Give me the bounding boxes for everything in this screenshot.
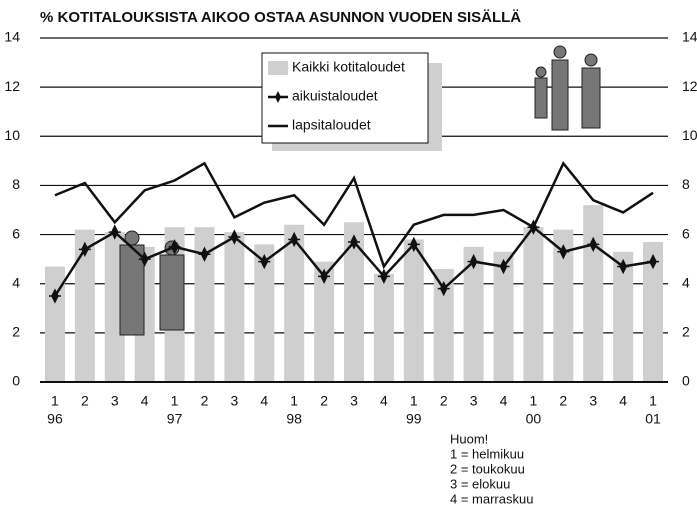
marker — [108, 224, 121, 240]
x-year-label: 00 — [526, 411, 542, 427]
x-year-label: 97 — [167, 411, 183, 427]
x-tick-label: 3 — [350, 393, 358, 409]
marker — [48, 288, 61, 304]
x-year-label: 01 — [645, 411, 661, 427]
x-tick-label: 1 — [410, 393, 418, 409]
y-tick-label: 14 — [4, 29, 20, 45]
marker — [288, 231, 301, 248]
bar — [194, 227, 215, 382]
x-tick-label: 1 — [290, 393, 298, 409]
x-year-label: 99 — [406, 411, 422, 427]
legend-label: aikuistaloudet — [292, 88, 378, 104]
marker — [617, 258, 630, 275]
marker — [647, 253, 660, 270]
legend-label: Kaikki kotitaloudet — [292, 59, 405, 75]
note: Huom! — [450, 431, 488, 446]
note: 2 = toukokuu — [450, 461, 525, 476]
bar — [74, 229, 95, 382]
bar — [254, 244, 275, 382]
bar — [373, 273, 394, 382]
y-tick-label: 2 — [12, 324, 20, 340]
y2-tick-label: 2 — [682, 324, 690, 340]
bar — [344, 222, 364, 382]
marker — [138, 251, 151, 267]
x-tick-label: 2 — [201, 393, 209, 409]
legend-marker — [275, 91, 281, 103]
x-tick-label: 4 — [260, 393, 268, 409]
marker — [348, 234, 360, 250]
bar — [314, 261, 335, 382]
marker — [198, 246, 211, 262]
marker — [78, 241, 91, 257]
x-year-label: 98 — [286, 411, 302, 427]
y2-tick-label: 4 — [682, 274, 690, 290]
note: 1 = helmikuu — [450, 446, 524, 461]
bar — [643, 241, 664, 382]
legend — [261, 52, 429, 144]
marker — [168, 239, 181, 255]
legend-label: lapsitaloudet — [292, 117, 371, 133]
y2-tick-label: 10 — [682, 127, 697, 143]
x-tick-label: 2 — [320, 393, 328, 409]
bar — [553, 229, 574, 382]
y-tick-label: 0 — [12, 373, 20, 389]
x-tick-label: 3 — [111, 393, 119, 409]
marker — [557, 244, 570, 260]
x-tick-label: 1 — [530, 393, 538, 409]
y-tick-label: 10 — [4, 127, 20, 143]
x-tick-label: 4 — [500, 393, 508, 409]
x-tick-label: 4 — [141, 393, 149, 409]
y-tick-label: 4 — [12, 274, 20, 290]
x-tick-label: 2 — [559, 393, 567, 409]
legend-swatch — [268, 61, 288, 75]
bar — [523, 227, 544, 382]
y-tick-label: 6 — [12, 225, 20, 241]
y2-tick-label: 12 — [682, 78, 697, 94]
note: 3 = elokuu — [450, 476, 510, 491]
x-tick-label: 2 — [440, 393, 448, 409]
y2-tick-label: 0 — [682, 373, 690, 389]
bar — [583, 205, 604, 382]
marker — [497, 258, 510, 275]
y-tick-label: 8 — [12, 176, 20, 192]
illustration — [119, 45, 601, 336]
marker — [258, 253, 271, 270]
marker — [318, 268, 331, 285]
y-tick-label: 12 — [4, 78, 20, 94]
marker — [377, 268, 390, 285]
x-tick-label: 1 — [51, 393, 59, 409]
y2-tick-label: 8 — [682, 176, 690, 192]
bar — [433, 268, 454, 382]
x-tick-label: 3 — [589, 393, 597, 409]
marker — [437, 280, 450, 297]
bar — [493, 251, 514, 382]
marker — [587, 236, 600, 253]
x-tick-label: 4 — [380, 393, 388, 409]
marker — [407, 236, 420, 253]
x-tick-label: 4 — [619, 393, 627, 409]
note: 4 = marraskuu — [450, 491, 533, 506]
bar — [224, 232, 245, 382]
chart-title: % KOTITALOUKSISTA AIKOO OSTAA ASUNNON VU… — [40, 9, 521, 26]
x-tick-label: 3 — [230, 393, 238, 409]
bar — [463, 246, 484, 382]
bar — [403, 239, 424, 382]
x-tick-label: 2 — [81, 393, 89, 409]
marker — [467, 253, 480, 270]
marker — [228, 229, 241, 245]
x-tick-label: 3 — [470, 393, 478, 409]
x-year-label: 96 — [47, 411, 63, 427]
bar — [284, 224, 305, 382]
y2-tick-label: 14 — [682, 29, 697, 45]
line — [54, 160, 654, 270]
y2-tick-label: 6 — [682, 225, 690, 241]
x-tick-label: 1 — [171, 393, 179, 409]
x-tick-label: 1 — [649, 393, 657, 409]
bar — [613, 251, 634, 382]
